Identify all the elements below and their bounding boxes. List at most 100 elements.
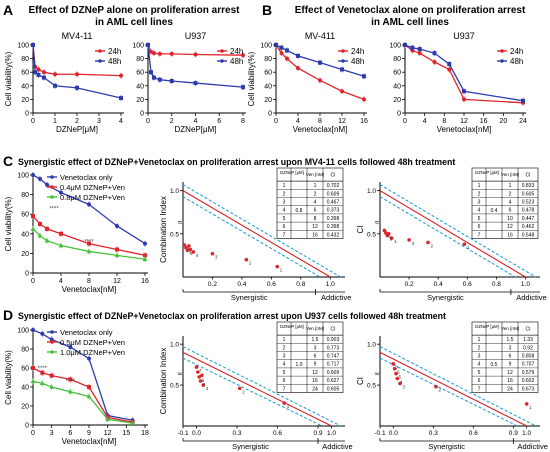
x-tick-label: 0 [274,118,278,125]
ci-point-label: 6 [388,234,391,239]
ci-data-point [382,228,387,233]
ci-table-cell-ven: 8 [314,216,317,222]
ci-table-cell-ven: 16 [507,232,513,238]
ci-table-cell-ven: 6 [314,208,317,214]
ci-table-cell-ven: 24 [507,386,513,392]
addictive-label: Addictive [322,442,352,451]
confidence-line-upper [182,346,342,427]
legend-marker [50,175,54,179]
ci-table [471,167,539,239]
ci-table-header-dznep: DZNeP [μM] [475,324,499,329]
x-tick-label: 2 [75,118,79,125]
ci-point-label: 3 [403,384,406,389]
x-axis-label: Venetoclax[nM] [437,125,492,134]
x-tick-label: 12 [460,118,468,125]
synergistic-label: Synergistic [427,293,464,302]
x-tick-label: 1 [53,118,57,125]
x-tick-label: 8 [241,118,245,125]
ci-table [276,167,344,239]
x-tick-label: 0.2 [208,281,217,288]
x-tick-label: 4 [423,118,427,125]
ci-table-cell-ci: 0.523 [522,200,535,206]
x-tick-label: -0.1 [177,430,189,437]
ci-table-dose-group: 0.8 [296,208,303,214]
ci-table-cell-index: 7 [478,232,481,238]
legend-label: 24h [510,47,523,56]
significance-marker: **** [84,240,94,246]
ci-point-label: 4 [400,380,403,385]
ci-point-label: 3 [215,255,218,260]
chart-title: MV-411 [305,31,335,41]
legend-label: 48h [230,57,243,66]
y-tick-label: 1.0 [170,342,179,349]
ci-point-label: 6 [397,370,400,375]
ci-table-header-ci: CI [331,173,336,179]
ci-data-point [182,243,187,247]
ci-table-cell-ven: 12 [312,370,318,376]
ci-data-point [196,370,200,374]
ci-table [471,321,539,393]
ci-point-label: 1 [467,245,470,250]
panel-a-header: A Effect of DZNeP alone on proliferation… [3,2,240,28]
x-axis-label: DZNeP[μM] [175,125,217,134]
ci-table-cell-ven: 16 [312,232,318,238]
panel-b-header: B Effect of Venetoclax alone on prolifer… [262,2,526,28]
ci-data-point [392,366,397,371]
ci-table-cell-index: 4 [283,362,286,368]
ci-point-label: 4 [196,253,199,258]
x-tick-label: 0.3 [232,430,241,437]
axis-break-mark: ≈ [375,370,380,379]
ci-point-label: 5 [190,251,193,256]
panel-b-letter: B [262,2,272,18]
y-tick-label: 20 [136,97,144,104]
ci-table-cell-index: 5 [478,370,481,376]
y-tick-label: 20 [21,251,29,258]
panel-a-title-line2: in AML cell lines [95,17,173,28]
legend-marker [50,340,54,344]
ci-table-header-ven: Ven [nM] [501,172,519,177]
panel-d-header: D Synergistic effect of DZNeP+Venetoclax… [3,307,446,323]
y-axis-label: Cell viability(%) [247,51,256,106]
ci-data-point [386,232,391,236]
x-tick-label: 1.0 [521,281,530,288]
ci-table-cell-ci: 0.373 [327,208,340,214]
ci-data-point [244,257,249,262]
y-tick-label: 20 [21,97,29,104]
confidence-line-upper [379,184,536,278]
axis-break-mark: ≈ [178,218,183,227]
y-tick-label: 0 [25,423,29,430]
ci-table-cell-ven: 2 [314,191,317,197]
y-tick-label: 60 [136,70,144,77]
confidence-line-upper [379,346,537,427]
x-tick-label: 0.8 [296,281,305,288]
ci-point-label: 6 [188,249,191,254]
ci-data-point [282,401,287,405]
x-tick-label: -0.1 [374,430,386,437]
ci-point-label: 7 [396,365,399,370]
ci-data-point [407,238,411,242]
legend-marker [50,350,54,354]
ci-table-cell-ci: 0.579 [522,370,535,376]
y-tick-label: 1.0 [367,188,376,195]
x-tick-label: 3 [97,118,101,125]
chart-a1: 0 20 40 60 80 100 0 1 2 3 4 DZNeP[μM] Cell viability… [4,31,124,134]
legend-marker [500,49,504,53]
legend-marker [341,59,345,63]
legend-label: Venetoclax only [60,328,113,337]
ci-table-header-dznep: DZNeP [μM] [280,324,304,329]
x-tick-label: 9 [87,430,91,437]
ci-point-label: 1 [529,405,532,410]
x-tick-label: 12 [338,118,346,125]
ci-data-point [434,384,438,389]
ci-point-label: 1 [287,404,290,409]
y-tick-label: 80 [21,347,29,354]
x-tick-label: 0.0 [389,430,398,437]
ci-table-cell-ven: 3 [509,345,512,351]
additivity-line [379,190,526,278]
ci-table-cell-ven: 12 [312,224,318,230]
legend-marker [98,59,102,63]
ci-table-cell-index: 6 [478,224,481,230]
panel-a-letter: A [3,2,13,18]
ci-table-cell-ven: 6 [314,354,317,360]
ci-data-point [191,250,196,254]
